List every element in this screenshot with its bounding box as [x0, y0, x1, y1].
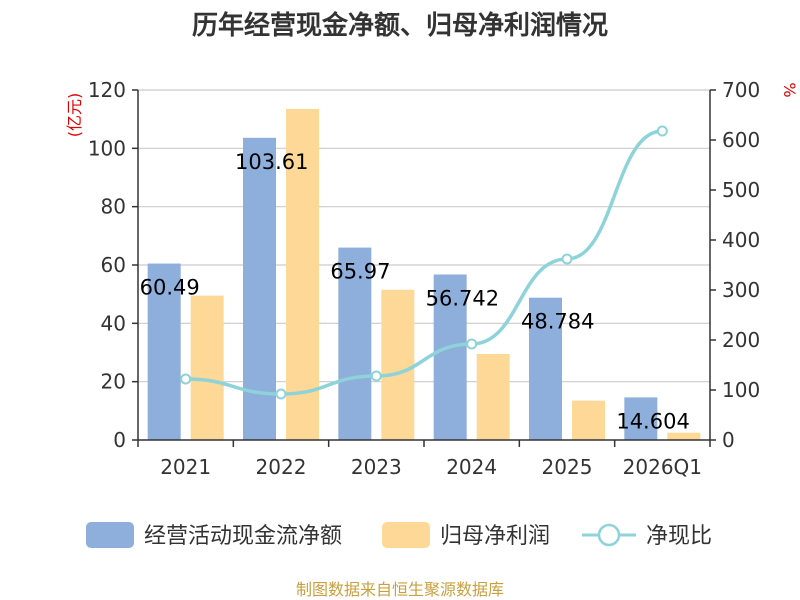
- legend-label-ratio: 净现比: [646, 524, 712, 549]
- bar-profit: [476, 353, 510, 440]
- left-tick-label: 0: [113, 428, 126, 452]
- left-tick-label: 120: [88, 78, 126, 102]
- right-tick-label: 400: [722, 228, 760, 252]
- bar-cashflow: [433, 274, 467, 440]
- ratio-point: [466, 338, 478, 350]
- ratio-line: [180, 125, 668, 400]
- chart-title: 历年经营现金净额、归母净利润情况: [192, 10, 608, 41]
- right-tick-label: 300: [722, 278, 760, 302]
- bar-cashflow: [147, 263, 181, 440]
- axes: 0 20 40 60 80 100 120 0 100 200 300 400 500 600 700 202…: [88, 78, 760, 479]
- data-label-cashflow: 103.61: [235, 150, 308, 174]
- data-label-cashflow: 65.97: [330, 260, 390, 284]
- left-tick-label: 80: [101, 195, 126, 219]
- bar-cashflow: [624, 397, 658, 440]
- legend-marker-ratio: [597, 523, 621, 547]
- left-tick-label: 100: [88, 136, 126, 160]
- data-label-cashflow: 60.49: [140, 276, 200, 300]
- bars: [147, 108, 701, 440]
- left-axis-unit: (亿元): [65, 93, 84, 138]
- ratio-point: [180, 373, 192, 385]
- bar-profit: [572, 400, 605, 440]
- grid: [138, 89, 710, 383]
- right-axis-unit: %: [780, 82, 799, 97]
- x-tick-label: 2024: [446, 455, 497, 479]
- bar-profit: [190, 295, 224, 440]
- legend-label-cashflow: 经营活动现金流净额: [144, 524, 342, 549]
- legend: 经营活动现金流净额 归母净利润 净现比: [86, 522, 712, 549]
- data-label-cashflow: 56.742: [426, 287, 499, 311]
- x-tick-label: 2022: [256, 455, 307, 479]
- right-tick-label: 500: [722, 178, 760, 202]
- x-tick-label: 2026Q1: [623, 455, 702, 479]
- bar-cashflow: [529, 297, 562, 440]
- x-tick-label: 2025: [542, 455, 593, 479]
- bar-cashflow: [338, 247, 372, 440]
- ratio-point: [370, 370, 382, 382]
- source-note: 制图数据来自恒生聚源数据库: [296, 580, 504, 599]
- right-tick-label: 200: [722, 328, 760, 352]
- left-tick-label: 40: [101, 311, 126, 335]
- bar-profit: [286, 108, 319, 440]
- data-label-cashflow: 48.784: [521, 310, 594, 334]
- legend-swatch-profit: [382, 522, 430, 548]
- ratio-point: [561, 253, 573, 265]
- legend-swatch-cashflow: [86, 522, 134, 548]
- data-label-cashflow: 14.604: [616, 409, 689, 433]
- right-tick-label: 600: [722, 128, 760, 152]
- x-tick-label: 2021: [160, 455, 211, 479]
- ratio-point: [656, 125, 668, 137]
- left-tick-label: 60: [101, 253, 126, 277]
- right-tick-label: 100: [722, 378, 760, 402]
- left-tick-label: 20: [101, 370, 126, 394]
- bar-profit: [667, 432, 701, 440]
- x-tick-label: 2023: [351, 455, 402, 479]
- ratio-point: [275, 388, 287, 400]
- right-tick-label: 700: [722, 78, 760, 102]
- legend-label-profit: 归母净利润: [440, 524, 550, 549]
- right-tick-label: 0: [722, 428, 735, 452]
- bar-profit: [381, 289, 415, 440]
- data-labels: 60.49 103.61 65.97 56.742 48.784 14.604: [140, 150, 690, 434]
